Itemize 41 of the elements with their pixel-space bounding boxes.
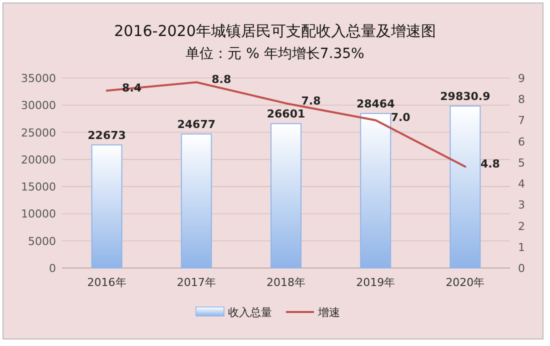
- y-tick-label: 30000: [21, 99, 56, 112]
- data-label: 7.8: [301, 94, 321, 108]
- x-tick-label: 2018年: [266, 276, 306, 289]
- y-tick-label: 20000: [21, 153, 56, 166]
- chart-title: 2016-2020年城镇居民可支配收入总量及增速图: [114, 22, 436, 40]
- bar: [91, 144, 122, 268]
- y2-tick-label: 2: [518, 220, 525, 233]
- y-tick-label: 15000: [21, 180, 56, 194]
- y-tick-label: 35000: [21, 72, 56, 85]
- y2-tick-label: 8: [518, 93, 525, 106]
- y2-tick-label: 0: [518, 262, 525, 275]
- y2-tick-label: 1: [518, 240, 525, 254]
- data-label: 26601: [266, 108, 306, 121]
- x-tick-label: 2020年: [446, 276, 485, 289]
- data-label: 24677: [177, 118, 216, 132]
- x-tick-label: 2019年: [356, 276, 396, 289]
- y-tick-label: 25000: [21, 126, 56, 140]
- y2-tick-label: 9: [518, 72, 525, 85]
- bar: [270, 123, 302, 268]
- y-tick-label: 5000: [28, 234, 56, 248]
- legend-label: 收入总量: [228, 306, 272, 319]
- data-label: 29830.9: [440, 90, 490, 104]
- bar: [450, 106, 481, 268]
- x-tick-label: 2016年: [87, 276, 126, 289]
- y-tick-label: 0: [49, 262, 56, 275]
- y2-tick-label: 6: [518, 135, 525, 148]
- bar: [360, 112, 392, 268]
- data-label: 8.8: [212, 73, 232, 86]
- y2-tick-label: 7: [518, 114, 525, 128]
- chart-subtitle: 单位：元 % 年均增长7.35%: [186, 46, 364, 62]
- data-label: 7.0: [390, 111, 411, 124]
- y2-tick-label: 4: [518, 178, 525, 191]
- y-tick-label: 10000: [21, 208, 56, 221]
- data-label: 28464: [356, 97, 396, 110]
- data-label: 4.8: [480, 158, 500, 171]
- y2-tick-label: 3: [518, 198, 525, 212]
- bar: [180, 134, 212, 268]
- legend-label: 增速: [317, 306, 340, 319]
- y2-tick-label: 5: [518, 156, 525, 170]
- data-label: 22673: [88, 128, 126, 142]
- x-tick-label: 2017年: [176, 276, 216, 289]
